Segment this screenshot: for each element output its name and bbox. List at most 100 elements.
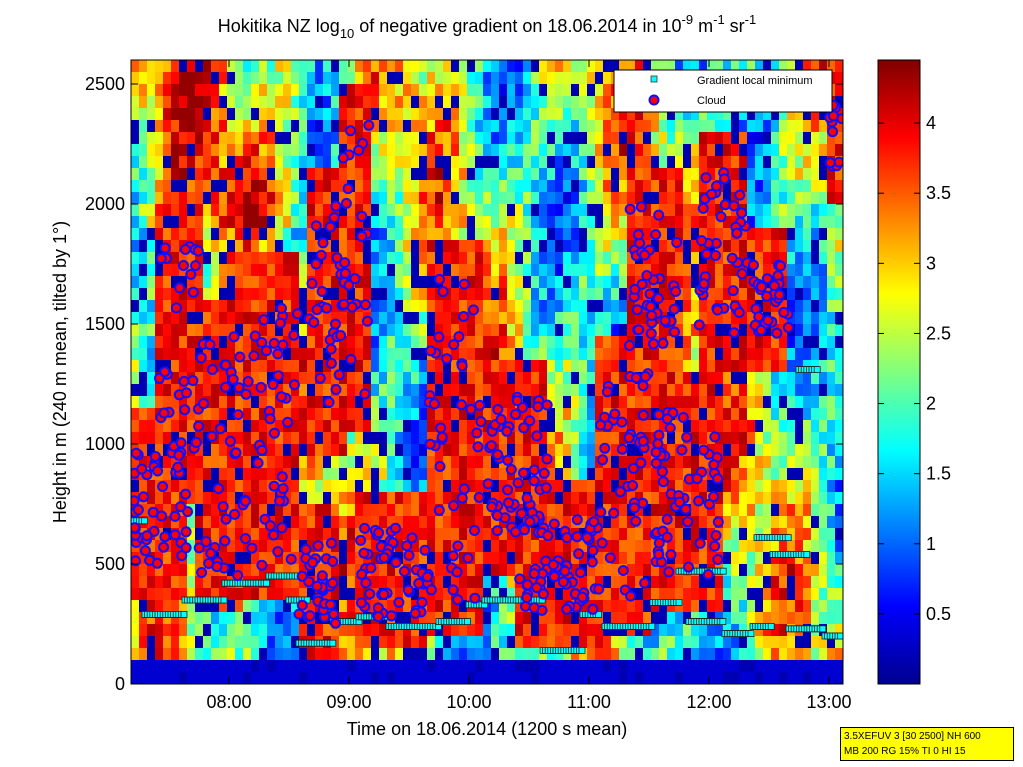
heatmap-cell xyxy=(595,612,604,625)
heatmap-cell xyxy=(619,576,628,589)
heatmap-cell xyxy=(539,312,548,325)
heatmap-cell xyxy=(739,336,748,349)
heatmap-cell xyxy=(203,216,212,229)
heatmap-cell xyxy=(403,120,412,133)
heatmap-cell xyxy=(515,180,524,193)
heatmap-cell xyxy=(491,84,500,97)
heatmap-cell xyxy=(483,408,492,421)
heatmap-cell xyxy=(531,168,540,181)
heatmap-cell xyxy=(187,468,196,481)
heatmap-cell xyxy=(259,216,268,229)
heatmap-cell xyxy=(611,60,620,73)
heatmap-cell xyxy=(211,96,220,109)
heatmap-cell xyxy=(683,300,692,313)
heatmap-cell xyxy=(275,120,284,133)
heatmap-cell xyxy=(499,480,508,493)
heatmap-cell xyxy=(307,504,316,517)
heatmap-cell xyxy=(491,648,500,661)
heatmap-cell xyxy=(555,360,564,373)
heatmap-cell xyxy=(467,192,476,205)
heatmap-cell xyxy=(803,180,812,193)
heatmap-cell xyxy=(827,444,836,457)
heatmap-cell xyxy=(651,264,660,277)
heatmap-cell xyxy=(635,384,644,397)
heatmap-cell xyxy=(595,324,604,337)
heatmap-cell xyxy=(467,480,476,493)
heatmap-cell xyxy=(627,456,636,469)
heatmap-cell xyxy=(651,372,660,385)
heatmap-cell xyxy=(379,120,388,133)
heatmap-cell xyxy=(475,432,484,445)
heatmap-cell xyxy=(603,396,612,409)
heatmap-cell xyxy=(243,180,252,193)
heatmap-cell xyxy=(315,648,324,661)
heatmap-cell xyxy=(139,456,148,469)
heatmap-cell xyxy=(627,576,636,589)
heatmap-cell xyxy=(819,144,828,157)
heatmap-cell xyxy=(771,168,780,181)
heatmap-cell xyxy=(219,468,228,481)
heatmap-cell xyxy=(579,72,588,85)
heatmap-cell xyxy=(731,180,740,193)
heatmap-cell xyxy=(555,108,564,121)
heatmap-cell xyxy=(683,216,692,229)
heatmap-cell xyxy=(363,240,372,253)
heatmap-cell xyxy=(651,504,660,517)
heatmap-cell xyxy=(155,396,164,409)
heatmap-cell xyxy=(691,516,700,529)
heatmap-cell xyxy=(355,372,364,385)
heatmap-cell xyxy=(795,432,804,445)
heatmap-cell xyxy=(235,84,244,97)
heatmap-cell xyxy=(203,300,212,313)
heatmap-cell xyxy=(475,168,484,181)
heatmap-cell xyxy=(787,240,796,253)
heatmap-cell xyxy=(547,576,556,589)
heatmap-cell xyxy=(563,240,572,253)
gradient-minimum-marker xyxy=(578,647,586,654)
heatmap-cell xyxy=(779,672,788,684)
heatmap-cell xyxy=(371,396,380,409)
heatmap-cell xyxy=(435,228,444,241)
heatmap-cell xyxy=(627,180,636,193)
heatmap-cell xyxy=(403,204,412,217)
heatmap-cell xyxy=(459,72,468,85)
heatmap-cell xyxy=(579,360,588,373)
heatmap-cell xyxy=(803,672,812,684)
heatmap-cell xyxy=(323,660,332,673)
heatmap-cell xyxy=(755,360,764,373)
heatmap-cell xyxy=(139,444,148,457)
heatmap-cell xyxy=(619,408,628,421)
heatmap-cell xyxy=(515,672,524,684)
heatmap-cell xyxy=(139,300,148,313)
heatmap-cell xyxy=(347,324,356,337)
heatmap-cell xyxy=(547,180,556,193)
heatmap-cell xyxy=(387,192,396,205)
heatmap-cell xyxy=(339,480,348,493)
heatmap-cell xyxy=(819,192,828,205)
heatmap-cell xyxy=(723,480,732,493)
heatmap-cell xyxy=(371,360,380,373)
heatmap-cell xyxy=(603,108,612,121)
heatmap-cell xyxy=(203,252,212,265)
heatmap-cell xyxy=(811,540,820,553)
heatmap-cell xyxy=(363,108,372,121)
heatmap-cell xyxy=(531,180,540,193)
heatmap-cell xyxy=(603,288,612,301)
heatmap-cell xyxy=(163,648,172,661)
heatmap-cell xyxy=(235,312,244,325)
heatmap-cell xyxy=(411,276,420,289)
heatmap-cell xyxy=(491,300,500,313)
heatmap-cell xyxy=(219,456,228,469)
heatmap-cell xyxy=(403,288,412,301)
heatmap-cell xyxy=(275,276,284,289)
marker-layer xyxy=(131,99,843,654)
heatmap-cell xyxy=(395,480,404,493)
heatmap-cell xyxy=(651,396,660,409)
heatmap-cell xyxy=(371,72,380,85)
heatmap-cell xyxy=(411,324,420,337)
heatmap-cell xyxy=(347,72,356,85)
heatmap-cell xyxy=(483,96,492,109)
heatmap-cell xyxy=(283,156,292,169)
heatmap-cell xyxy=(355,192,364,205)
heatmap-cell xyxy=(811,192,820,205)
